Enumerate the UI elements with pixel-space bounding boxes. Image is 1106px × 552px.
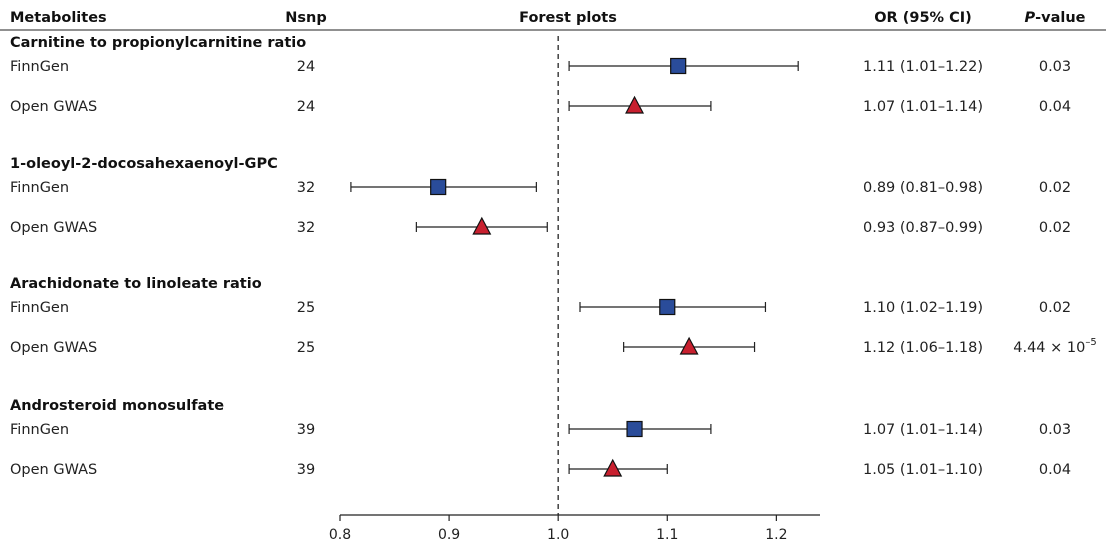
forest-row: Open GWAS 24 1.07 (1.01–1.14) 0.04 [10, 95, 1071, 115]
forest-row: Open GWAS 39 1.05 (1.01–1.10) 0.04 [10, 458, 1071, 478]
forest-row: Open GWAS 25 1.12 (1.06–1.18) 4.44 × 10–5 [10, 336, 1097, 356]
header-pvalue-italic: P [1024, 10, 1035, 26]
metabolite-group: Carnitine to propionylcarnitine ratio Fin… [10, 35, 1071, 115]
forest-row: FinnGen 39 1.07 (1.01–1.14) 0.03 [10, 420, 1071, 438]
row-nsnp: 25 [297, 300, 315, 316]
metabolite-group-title: Androsteroid monosulfate [10, 398, 224, 414]
row-nsnp: 24 [297, 99, 315, 115]
row-source: FinnGen [10, 59, 69, 75]
row-or-ci: 1.11 (1.01–1.22) [863, 59, 983, 75]
row-or-ci: 1.10 (1.02–1.19) [863, 300, 983, 316]
row-source: FinnGen [10, 300, 69, 316]
row-nsnp: 39 [297, 422, 315, 438]
row-pvalue-main: 0.04 [1039, 99, 1071, 115]
metabolite-group: 1-oleoyl-2-docosahexaenoyl-GPC FinnGen 32 0… [10, 156, 1071, 236]
point-estimate-square [626, 420, 643, 438]
header-metabolites: Metabolites [10, 10, 107, 26]
forest-row: FinnGen 24 1.11 (1.01–1.22) 0.03 [10, 57, 1071, 75]
row-pvalue: 4.44 × 10–5 [1013, 337, 1096, 356]
row-pvalue-main: 0.04 [1039, 462, 1071, 478]
row-nsnp: 32 [297, 220, 315, 236]
row-nsnp: 24 [297, 59, 315, 75]
x-tick-label: 1.0 [547, 527, 569, 543]
header-pvalue: P-value [1024, 10, 1085, 26]
row-or-ci: 0.89 (0.81–0.98) [863, 180, 983, 196]
row-or-ci: 1.07 (1.01–1.14) [863, 422, 983, 438]
row-source: Open GWAS [10, 462, 97, 478]
row-pvalue: 0.02 [1039, 180, 1071, 196]
forest-row: Open GWAS 32 0.93 (0.87–0.99) 0.02 [10, 216, 1071, 236]
row-pvalue-main: 0.02 [1039, 180, 1071, 196]
point-estimate-triangle [472, 216, 492, 235]
row-source: Open GWAS [10, 220, 97, 236]
point-estimate-triangle [625, 95, 645, 114]
row-nsnp: 39 [297, 462, 315, 478]
rows-layer: Carnitine to propionylcarnitine ratio Fin… [10, 35, 1097, 478]
x-axis: 0.8 0.9 1.0 1.1 1.2 [329, 514, 820, 543]
forest-row: FinnGen 32 0.89 (0.81–0.98) 0.02 [10, 178, 1071, 196]
header-or-ci: OR (95% CI) [874, 10, 972, 26]
row-nsnp: 32 [297, 180, 315, 196]
row-pvalue-main: 0.02 [1039, 220, 1071, 236]
row-pvalue-exponent: –5 [1085, 337, 1096, 348]
x-tick-label: 0.8 [329, 527, 351, 543]
row-or-ci: 1.07 (1.01–1.14) [863, 99, 983, 115]
row-nsnp: 25 [297, 340, 315, 356]
header-pvalue-rest: -value [1035, 10, 1086, 26]
row-pvalue: 0.04 [1039, 99, 1071, 115]
row-pvalue: 0.04 [1039, 462, 1071, 478]
metabolite-group: Androsteroid monosulfate FinnGen 39 1.07 (1… [10, 398, 1071, 478]
row-pvalue-main: 0.02 [1039, 300, 1071, 316]
row-source: Open GWAS [10, 99, 97, 115]
row-pvalue-main: 0.03 [1039, 422, 1071, 438]
metabolite-group-title: Arachidonate to linoleate ratio [10, 276, 262, 292]
row-pvalue: 0.03 [1039, 59, 1071, 75]
header-forest-plots: Forest plots [519, 10, 617, 26]
row-source: Open GWAS [10, 340, 97, 356]
row-or-ci: 1.05 (1.01–1.10) [863, 462, 983, 478]
row-pvalue-main: 0.03 [1039, 59, 1071, 75]
metabolite-group-title: 1-oleoyl-2-docosahexaenoyl-GPC [10, 156, 278, 172]
x-tick-label: 1.2 [765, 527, 787, 543]
forest-row: FinnGen 25 1.10 (1.02–1.19) 0.02 [10, 298, 1071, 316]
row-pvalue: 0.02 [1039, 220, 1071, 236]
row-or-ci: 1.12 (1.06–1.18) [863, 340, 983, 356]
row-source: FinnGen [10, 422, 69, 438]
point-estimate-square [670, 57, 687, 75]
metabolite-group-title: Carnitine to propionylcarnitine ratio [10, 35, 306, 51]
row-or-ci: 0.93 (0.87–0.99) [863, 220, 983, 236]
row-pvalue: 0.03 [1039, 422, 1071, 438]
x-tick-label: 1.1 [656, 527, 678, 543]
row-source: FinnGen [10, 180, 69, 196]
x-tick-label: 0.9 [438, 527, 460, 543]
point-estimate-square [430, 178, 447, 196]
metabolite-group: Arachidonate to linoleate ratio FinnGen 25… [10, 276, 1097, 356]
row-pvalue-main: 4.44 × 10 [1013, 340, 1085, 356]
header-nsnp: Nsnp [285, 10, 326, 26]
point-estimate-triangle [603, 458, 623, 477]
row-pvalue: 0.02 [1039, 300, 1071, 316]
point-estimate-triangle [679, 336, 699, 355]
point-estimate-square [659, 298, 676, 316]
